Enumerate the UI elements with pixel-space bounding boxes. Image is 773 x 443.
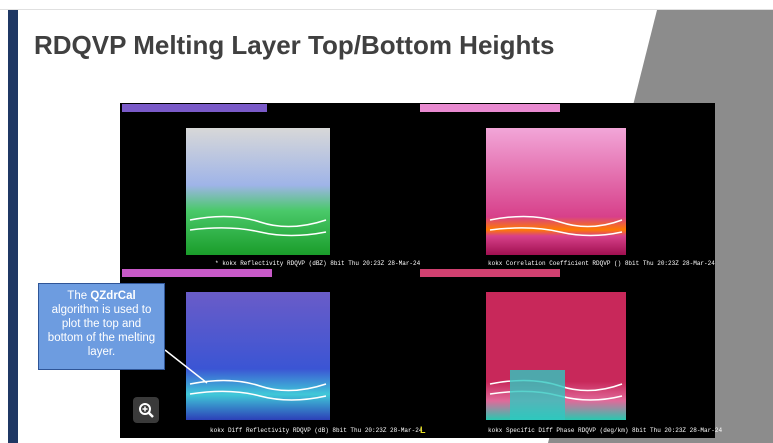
callout-pointer [164,349,208,384]
callout: The QZdrCal algorithm is used to plot th… [38,283,165,370]
panel-caption: kokx Specific Diff Phase RDQVP (deg/km) … [488,427,722,434]
callout-text: The [67,290,88,302]
panel-caption: * kokx Reflectivity RDQVP (dBZ) 8bit Thu… [215,260,421,267]
marker-label: L [420,425,426,435]
colorbars [122,104,560,277]
panel-caption: kokx Diff Reflectivity RDQVP (dB) 8bit T… [210,427,423,434]
accent-bar [8,10,18,443]
panel-plots [186,128,626,420]
zoom-icon [139,403,154,418]
zoom-button[interactable] [133,397,159,423]
callout-text: algorithm is used to plot the top and bo… [47,304,156,358]
callout-keyword: QZdrCal [90,290,136,302]
slide-title: RDQVP Melting Layer Top/Bottom Heights [34,30,555,60]
panel-caption: kokx Correlation Coefficient RDQVP () 8b… [488,260,715,267]
